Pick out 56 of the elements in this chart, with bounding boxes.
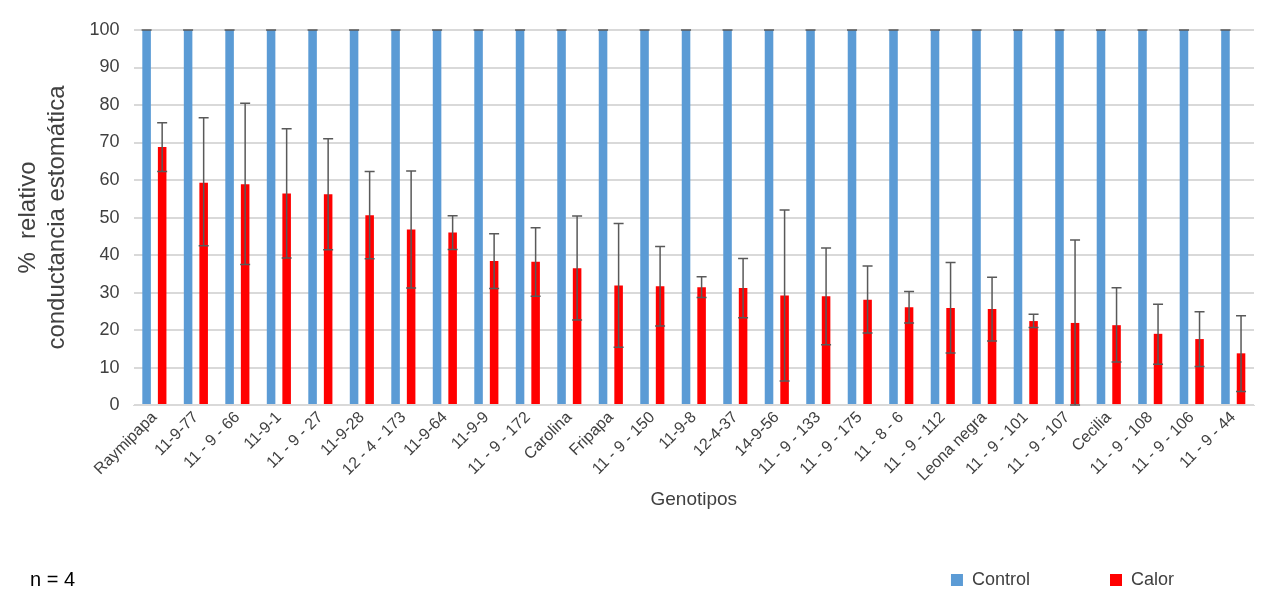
bar xyxy=(806,30,815,405)
legend-label: Control xyxy=(971,568,1030,589)
bar xyxy=(889,30,898,405)
bar xyxy=(863,299,872,405)
bar xyxy=(142,30,151,405)
bar xyxy=(515,30,525,405)
bar xyxy=(308,30,317,405)
y-tick-label: 30 xyxy=(99,281,120,302)
y-tick-label: 80 xyxy=(99,93,120,114)
bar xyxy=(1195,339,1204,405)
bar xyxy=(764,30,774,405)
y-tick-label: 50 xyxy=(99,206,120,227)
y-tick-label: 70 xyxy=(99,131,120,152)
bar xyxy=(531,261,540,405)
bar xyxy=(598,30,608,405)
bar xyxy=(474,30,483,405)
legend-label: Calor xyxy=(1130,568,1175,589)
bar xyxy=(183,30,193,405)
bar xyxy=(1221,30,1230,405)
bar xyxy=(946,307,955,405)
bar xyxy=(225,30,234,405)
y-tick-label: 90 xyxy=(99,56,120,77)
bar xyxy=(365,215,374,405)
bar xyxy=(349,30,359,405)
y-tick-label: 100 xyxy=(89,18,120,39)
y-axis-title: % relativo conductancia estomática xyxy=(13,84,69,350)
bar xyxy=(1112,325,1121,405)
bar xyxy=(199,182,208,405)
bar xyxy=(930,30,940,405)
bar xyxy=(282,193,291,405)
bar xyxy=(1055,30,1064,405)
bar xyxy=(640,30,649,405)
bar xyxy=(1179,30,1189,405)
bar xyxy=(157,147,167,405)
bar xyxy=(1029,321,1038,405)
bar xyxy=(847,30,857,405)
y-tick-label: 60 xyxy=(99,169,120,189)
bar xyxy=(723,30,732,405)
bar xyxy=(972,30,981,405)
bar xyxy=(557,30,566,405)
bar xyxy=(266,30,276,405)
x-axis-title: Genotipos xyxy=(650,487,738,509)
bar xyxy=(614,285,623,405)
bar xyxy=(432,30,442,405)
y-tick-label: 10 xyxy=(99,356,120,377)
bar xyxy=(1138,30,1147,405)
bar xyxy=(681,30,691,405)
text: n = 4 xyxy=(30,567,76,590)
bar xyxy=(697,287,706,405)
bar xyxy=(391,30,400,405)
bar xyxy=(1013,30,1023,405)
y-tick-label: 40 xyxy=(99,244,120,265)
y-tick-label: 0 xyxy=(109,394,120,415)
y-tick-label: 20 xyxy=(99,319,120,340)
bar xyxy=(1096,30,1106,405)
bar xyxy=(448,232,457,405)
